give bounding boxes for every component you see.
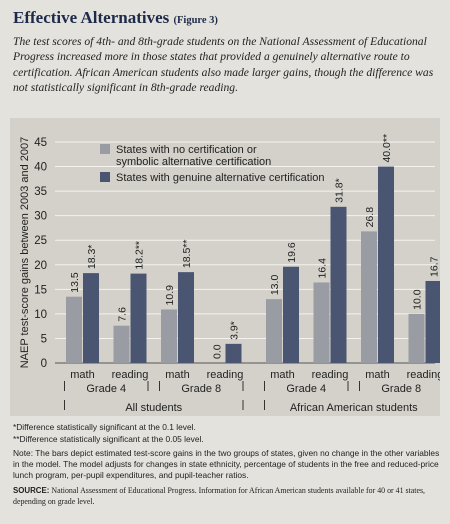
- legend-swatch: [100, 144, 110, 154]
- bar: [425, 280, 440, 363]
- footnote-2: **Difference statistically significant a…: [13, 434, 204, 444]
- bar: [266, 299, 282, 363]
- bar-value-label: 0.0: [212, 344, 224, 359]
- bar: [66, 296, 82, 363]
- bar: [361, 231, 377, 363]
- bar: [313, 282, 330, 363]
- bar-value-label: 31.8*: [334, 178, 346, 203]
- legend-label: States with no certification or: [116, 144, 257, 156]
- y-tick-label: 30: [34, 211, 47, 223]
- figure-label: (Figure 3): [173, 15, 218, 26]
- x-subject-label: math: [70, 369, 94, 381]
- bar-value-label: 19.6: [286, 242, 298, 263]
- y-tick-label: 25: [34, 235, 47, 247]
- footnote-1: *Difference statistically significant at…: [13, 422, 196, 432]
- source-text: National Assessment of Educational Progr…: [13, 486, 425, 506]
- bar-value-label: 3.9*: [229, 321, 241, 340]
- x-subject-label: math: [270, 369, 294, 381]
- grade-label: Grade 4: [286, 383, 326, 395]
- x-subject-label: math: [365, 369, 389, 381]
- bar: [113, 325, 130, 363]
- legend-label: symbolic alternative certification: [116, 156, 271, 168]
- bar-value-label: 13.0: [269, 275, 281, 296]
- y-tick-label: 20: [34, 260, 47, 272]
- bar: [130, 273, 147, 363]
- bar: [161, 309, 177, 363]
- x-subject-label: reading: [112, 369, 149, 381]
- title-text: Effective Alternatives: [13, 8, 170, 27]
- bar: [330, 206, 347, 363]
- y-tick-label: 0: [41, 358, 47, 370]
- bar-value-label: 16.7: [429, 256, 441, 277]
- bar: [378, 166, 394, 363]
- legend-label: States with genuine alternative certific…: [116, 172, 325, 184]
- grade-label: Grade 8: [181, 383, 221, 395]
- bar-value-label: 18.2**: [134, 241, 146, 270]
- population-label: African American students: [290, 402, 418, 414]
- bar-value-label: 26.8: [364, 207, 376, 228]
- y-axis-label: NAEP test-score gains between 2003 and 2…: [19, 137, 31, 369]
- bar-value-label: 7.6: [117, 307, 129, 322]
- y-tick-label: 10: [34, 309, 47, 321]
- bar-value-label: 18.3*: [86, 245, 98, 270]
- grade-label: Grade 8: [381, 383, 421, 395]
- figure-title: Effective Alternatives (Figure 3): [13, 8, 218, 28]
- x-subject-label: reading: [407, 369, 440, 381]
- y-tick-label: 40: [34, 162, 47, 174]
- chart-panel: 0 5 10 15 20 25 30 35 40 45 NAEP test-score gains …: [10, 118, 440, 416]
- bar: [283, 266, 299, 363]
- x-subject-label: reading: [207, 369, 244, 381]
- figure-description: The test scores of 4th- and 8th-grade st…: [13, 35, 434, 95]
- y-tick-label: 35: [34, 186, 47, 198]
- x-subject-label: math: [165, 369, 189, 381]
- source-label: SOURCE:: [13, 486, 50, 495]
- x-subject-label: reading: [312, 369, 349, 381]
- y-tick-label: 45: [34, 137, 47, 149]
- legend-swatch: [100, 172, 110, 182]
- bar: [408, 313, 425, 363]
- y-tick-label: 5: [41, 333, 47, 345]
- bar-value-label: 10.9: [164, 285, 176, 306]
- bar-value-label: 18.5**: [181, 240, 193, 269]
- source-note: SOURCE: National Assessment of Education…: [13, 486, 441, 508]
- bar-value-label: 10.0: [412, 289, 424, 310]
- y-tick-label: 15: [34, 284, 47, 296]
- bar: [83, 273, 99, 363]
- population-label: All students: [125, 402, 182, 414]
- footnote-note: Note: The bars depict estimated test-sco…: [13, 448, 440, 480]
- bar: [178, 272, 194, 363]
- grade-label: Grade 4: [86, 383, 126, 395]
- bar-value-label: 40.0**: [381, 134, 393, 163]
- bar-value-label: 16.4: [317, 258, 329, 279]
- bar-value-label: 13.5: [69, 272, 81, 293]
- bar: [225, 343, 242, 363]
